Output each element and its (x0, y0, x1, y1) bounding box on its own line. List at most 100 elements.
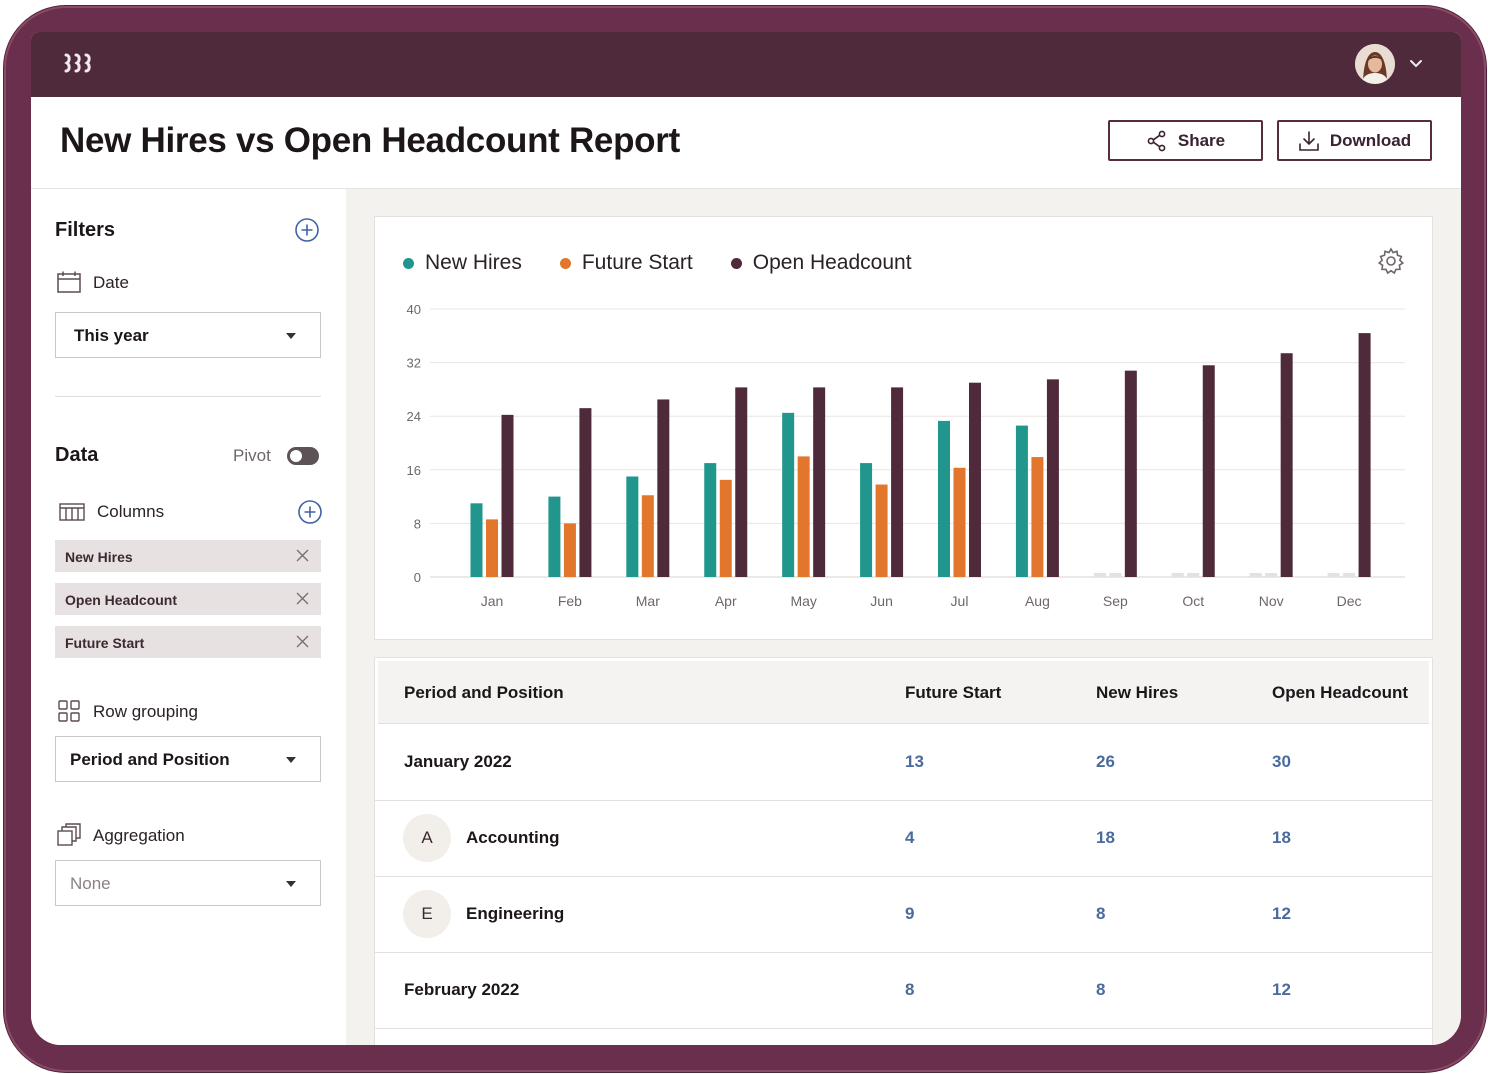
x-tick-label: Apr (715, 593, 737, 609)
bar (1202, 365, 1215, 577)
x-tick-label: May (790, 593, 816, 609)
bar-placeholder (1249, 573, 1262, 577)
bar-placeholder (1187, 573, 1200, 577)
add-column-icon[interactable] (298, 500, 322, 524)
department-badge: E (403, 890, 451, 938)
add-filter-icon[interactable] (295, 218, 319, 242)
sidebar-divider (55, 396, 321, 397)
legend-dot (403, 257, 414, 269)
legend-label: Open Headcount (752, 251, 912, 274)
share-button[interactable]: Share (1108, 120, 1263, 161)
x-tick-label: Aug (1025, 593, 1050, 609)
cell-future-start[interactable]: 13 (905, 752, 924, 771)
bar (501, 414, 514, 577)
pivot-toggle[interactable] (287, 447, 319, 465)
bar (626, 476, 639, 577)
x-tick-label: Oct (1182, 593, 1204, 609)
legend-dot (730, 257, 742, 269)
table-row[interactable]: A Accounting 4 18 18 (375, 800, 1432, 877)
filters-heading: Filters (55, 219, 116, 241)
bar (1280, 353, 1293, 577)
row-grouping-label: Row grouping (93, 702, 198, 721)
bar (470, 503, 483, 577)
bar (782, 412, 795, 577)
aggregation-icon (57, 823, 81, 846)
bar (704, 463, 717, 577)
close-icon[interactable] (296, 592, 309, 605)
table-row[interactable]: January 2022 13 26 30 (375, 724, 1432, 801)
cell-new-hires[interactable]: 8 (1096, 904, 1106, 923)
legend-item-future-start[interactable]: Future Start (559, 251, 693, 275)
user-avatar[interactable] (1355, 44, 1395, 84)
cell-open-headcount[interactable]: 30 (1272, 752, 1291, 771)
x-tick-label: Jan (481, 593, 504, 609)
chevron-down-icon[interactable] (1409, 57, 1423, 71)
legend-item-open-headcount[interactable]: Open Headcount (730, 251, 912, 275)
cell-new-hires[interactable]: 8 (1096, 980, 1106, 999)
date-filter-label: Date (93, 273, 129, 292)
gear-icon[interactable] (1377, 247, 1405, 275)
bar-placeholder (1093, 573, 1106, 577)
column-chip-label: New Hires (65, 549, 133, 565)
aggregation-label: Aggregation (93, 826, 185, 845)
bar (1046, 379, 1059, 577)
column-header-period[interactable]: Period and Position (404, 683, 564, 702)
bar (875, 484, 888, 577)
cell-future-start[interactable]: 9 (905, 904, 915, 923)
download-icon (1299, 130, 1319, 151)
pivot-label: Pivot (233, 446, 271, 465)
data-heading: Data (55, 444, 99, 466)
table-row[interactable]: E Engineering 9 8 12 (375, 876, 1432, 953)
cell-open-headcount[interactable]: 12 (1272, 980, 1291, 999)
report-table: Period and Position Future Start New Hir… (374, 657, 1433, 1045)
table-row[interactable]: February 2022 8 8 12 (375, 952, 1432, 1029)
cell-open-headcount[interactable]: 12 (1272, 904, 1291, 923)
report-main: 0 8 16 24 32 40 Jan Feb Mar Apr May Jun Jul Aug Sep Oct… (346, 189, 1461, 1045)
report-header: New Hires vs Open Headcount Report Share… (31, 97, 1461, 189)
cell-new-hires[interactable]: 26 (1096, 752, 1115, 771)
column-chip-label: Future Start (65, 635, 145, 651)
download-button[interactable]: Download (1277, 120, 1432, 161)
download-label: Download (1329, 130, 1412, 150)
column-chip-open-headcount[interactable]: Open Headcount (55, 583, 321, 615)
cell-future-start[interactable]: 4 (905, 828, 915, 847)
filters-sidebar: Filters Date This year Data Pivot Column… (31, 189, 346, 1045)
column-header-new-hires[interactable]: New Hires (1096, 683, 1179, 702)
legend-dot (559, 257, 571, 269)
bar (1031, 457, 1044, 577)
row-grouping-icon (58, 700, 80, 722)
legend-item-new-hires[interactable]: New Hires (403, 251, 522, 275)
column-chip-new-hires[interactable]: New Hires (55, 540, 321, 572)
columns-label: Columns (97, 502, 165, 521)
bar (860, 463, 873, 577)
bar-chart: 0 8 16 24 32 40 Jan Feb Mar Apr May Jun Jul Aug Sep Oct… (407, 302, 1405, 609)
row-label: February 2022 (404, 980, 520, 999)
cell-new-hires[interactable]: 18 (1096, 828, 1115, 847)
column-chip-future-start[interactable]: Future Start (55, 626, 321, 658)
bar-placeholder (1327, 573, 1340, 577)
close-icon[interactable] (296, 549, 309, 562)
bar-placeholder (1343, 573, 1356, 577)
bar (579, 408, 592, 577)
row-label: January 2022 (404, 752, 512, 771)
share-icon (1147, 130, 1166, 151)
bar (486, 519, 498, 577)
app-screen: New Hires vs Open Headcount Report Share… (31, 32, 1461, 1045)
column-header-future-start[interactable]: Future Start (905, 683, 1002, 702)
date-range-select[interactable]: This year (55, 312, 321, 358)
cell-future-start[interactable]: 8 (905, 980, 915, 999)
calendar-icon (57, 271, 81, 293)
y-tick-label: 16 (407, 463, 421, 478)
share-label: Share (1177, 130, 1226, 150)
row-grouping-select[interactable]: Period and Position (55, 736, 321, 782)
aggregation-select[interactable]: None (55, 860, 321, 906)
x-tick-label: Nov (1259, 593, 1284, 609)
cell-open-headcount[interactable]: 18 (1272, 828, 1291, 847)
app-logo[interactable] (64, 52, 96, 74)
row-label: Accounting (466, 828, 560, 847)
aggregation-value: None (70, 874, 111, 893)
close-icon[interactable] (296, 635, 309, 648)
column-header-open-headcount[interactable]: Open Headcount (1272, 683, 1409, 702)
x-tick-label: Mar (636, 593, 660, 609)
bar (563, 523, 576, 577)
